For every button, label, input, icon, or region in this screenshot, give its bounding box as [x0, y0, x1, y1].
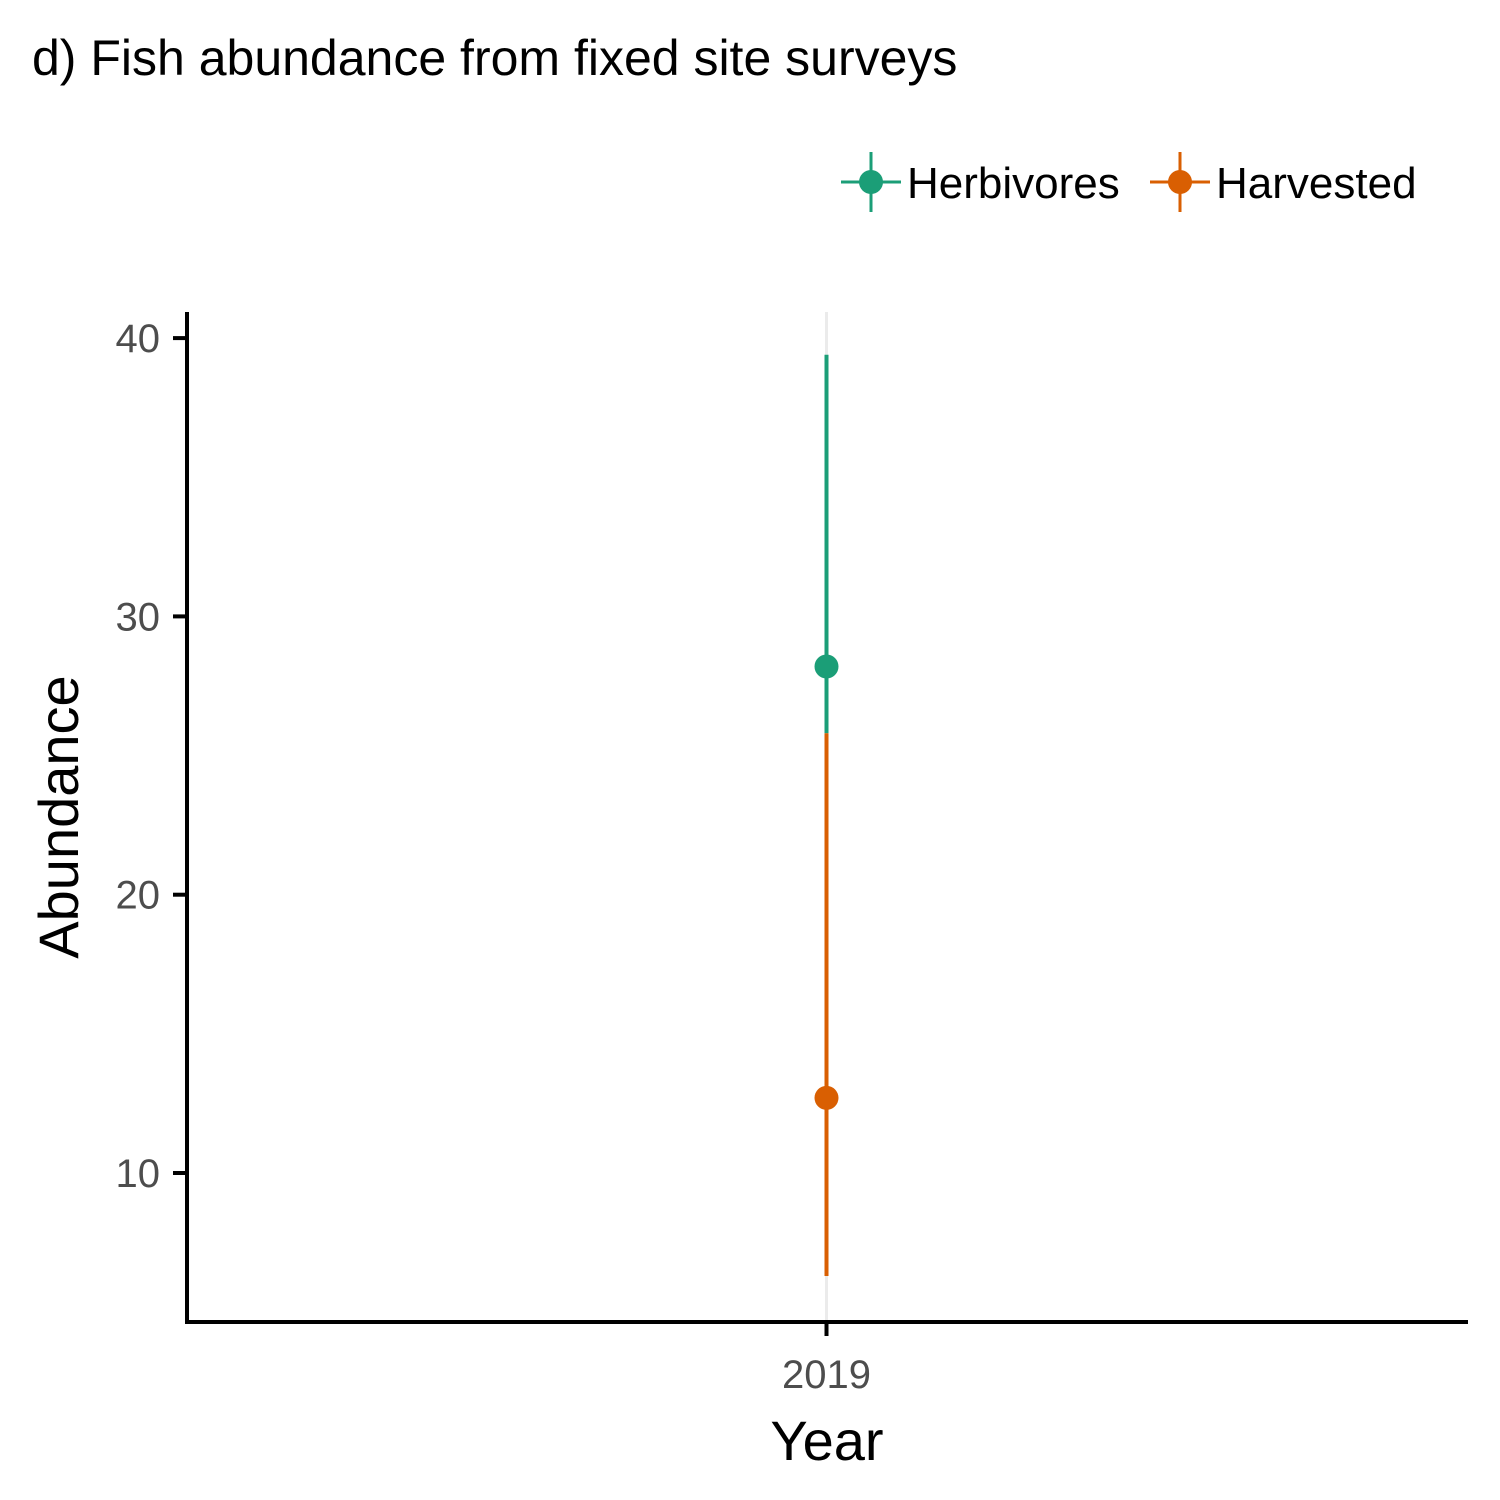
- legend-label-harvested: Harvested: [1216, 159, 1417, 208]
- legend-item-herbivores: Herbivores: [841, 152, 1120, 212]
- axes: 10 20 30 40 2019: [116, 312, 1468, 1397]
- y-tick-label-20: 20: [116, 874, 161, 918]
- point-harvested-2019: [814, 1085, 839, 1110]
- legend-item-harvested: Harvested: [1150, 152, 1417, 212]
- chart-title: d) Fish abundance from fixed site survey…: [32, 30, 957, 86]
- y-tick-label-10: 10: [116, 1152, 161, 1196]
- y-tick-label-30: 30: [116, 595, 161, 639]
- x-axis-title: Year: [770, 1409, 883, 1472]
- data-points: [814, 654, 839, 1110]
- legend-key-point-herbivores: [859, 170, 883, 194]
- legend: Herbivores Harvested: [841, 152, 1417, 212]
- legend-label-herbivores: Herbivores: [907, 159, 1120, 208]
- x-axis-ticks: 2019: [782, 1322, 871, 1397]
- point-herbivores-2019: [814, 654, 839, 679]
- x-tick-label-2019: 2019: [782, 1353, 871, 1397]
- legend-key-point-harvested: [1168, 170, 1192, 194]
- plot-area: [814, 312, 839, 1320]
- y-tick-label-40: 40: [116, 317, 161, 361]
- y-axis-ticks: 10 20 30 40: [116, 317, 187, 1196]
- y-axis-title: Abundance: [27, 675, 90, 958]
